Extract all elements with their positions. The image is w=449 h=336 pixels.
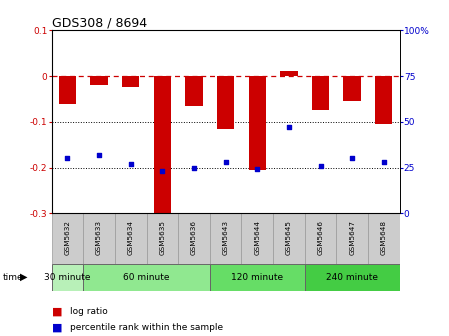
Point: [159, 169, 166, 174]
Bar: [343, 76, 361, 101]
Bar: [122, 76, 140, 87]
Text: GSM5635: GSM5635: [159, 220, 165, 255]
Point: [348, 156, 356, 161]
Text: time: time: [2, 273, 23, 282]
Text: GSM5645: GSM5645: [286, 220, 292, 255]
Point: [317, 163, 324, 168]
Point: [190, 165, 198, 170]
Bar: [52, 213, 83, 264]
Bar: [146, 213, 178, 264]
Bar: [210, 264, 305, 291]
Bar: [242, 213, 273, 264]
Bar: [375, 76, 392, 124]
Text: log ratio: log ratio: [70, 307, 107, 316]
Text: GDS308 / 8694: GDS308 / 8694: [52, 16, 147, 29]
Text: 60 minute: 60 minute: [123, 273, 170, 282]
Bar: [305, 213, 336, 264]
Bar: [178, 213, 210, 264]
Text: GSM5644: GSM5644: [254, 220, 260, 255]
Point: [254, 167, 261, 172]
Text: GSM5632: GSM5632: [65, 220, 70, 255]
Point: [64, 156, 71, 161]
Text: GSM5636: GSM5636: [191, 220, 197, 255]
Bar: [154, 76, 171, 222]
Bar: [217, 76, 234, 129]
Bar: [52, 264, 83, 291]
Text: ■: ■: [52, 323, 62, 333]
Bar: [336, 213, 368, 264]
Text: GSM5643: GSM5643: [223, 220, 229, 255]
Bar: [280, 72, 298, 76]
Text: GSM5634: GSM5634: [128, 220, 134, 255]
Bar: [185, 76, 202, 106]
Bar: [312, 76, 329, 110]
Point: [127, 161, 134, 167]
Text: GSM5647: GSM5647: [349, 220, 355, 255]
Bar: [368, 213, 400, 264]
Text: GSM5633: GSM5633: [96, 220, 102, 255]
Bar: [305, 264, 400, 291]
Text: GSM5648: GSM5648: [381, 220, 387, 255]
Bar: [249, 76, 266, 170]
Text: 120 minute: 120 minute: [231, 273, 283, 282]
Point: [96, 152, 103, 158]
Text: percentile rank within the sample: percentile rank within the sample: [70, 323, 223, 332]
Point: [285, 125, 292, 130]
Bar: [90, 76, 108, 85]
Text: 30 minute: 30 minute: [44, 273, 91, 282]
Point: [222, 159, 229, 165]
Text: ▶: ▶: [20, 272, 28, 282]
Bar: [210, 213, 242, 264]
Bar: [59, 76, 76, 104]
Text: 240 minute: 240 minute: [326, 273, 378, 282]
Bar: [273, 213, 305, 264]
Bar: [115, 213, 146, 264]
Point: [380, 159, 387, 165]
Text: GSM5646: GSM5646: [317, 220, 324, 255]
Text: ■: ■: [52, 307, 62, 317]
Bar: [83, 213, 115, 264]
Bar: [83, 264, 210, 291]
